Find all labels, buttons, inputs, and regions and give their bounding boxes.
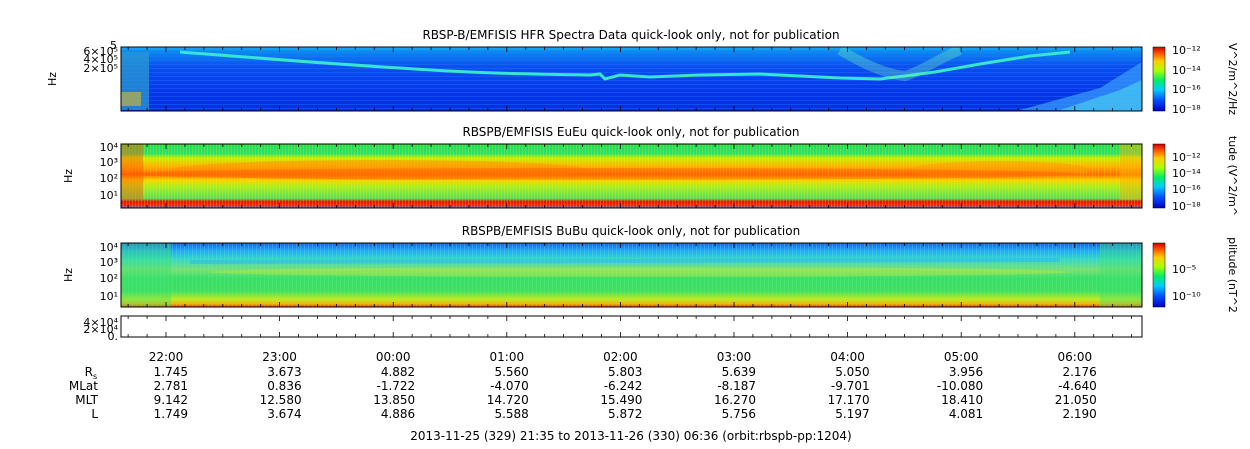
ephemeris-value: 2.176 <box>1062 365 1096 379</box>
ephemeris-value: 5.560 <box>494 365 528 379</box>
ephemeris-value: -9.701 <box>831 379 870 393</box>
ephemeris-value: 13.850 <box>373 393 415 407</box>
ephemeris-value: 4.081 <box>949 407 983 421</box>
colorbar-3-tick: 10⁻⁵ <box>1172 263 1196 276</box>
colorbar-1-tick: 10⁻¹⁸ <box>1172 103 1201 116</box>
ephemeris-value: 5.803 <box>608 365 642 379</box>
colorbar-2-tick: 10⁻¹² <box>1172 151 1201 164</box>
panel-4-ytick: 4×10⁴ <box>83 316 118 329</box>
ephemeris-value: 17.170 <box>828 393 870 407</box>
ephemeris-value: 2.781 <box>154 379 188 393</box>
colorbar-1-tick: 10⁻¹² <box>1172 44 1201 57</box>
ephemeris-value: 4.886 <box>381 407 415 421</box>
time-tick-label: 03:00 <box>717 350 752 364</box>
panel-1-ytick: 4×10⁵ <box>83 53 118 66</box>
ephemeris-value: 16.270 <box>714 393 756 407</box>
ephemeris-row-label: L <box>91 407 98 421</box>
panel-2-ytick: 10⁴ <box>100 141 119 154</box>
colorbar-2-label: tude (V^2/m^ <box>1226 136 1239 216</box>
ephemeris-row-label: R <box>85 365 93 379</box>
ephemeris-value: 15.490 <box>600 393 642 407</box>
time-tick-label: 23:00 <box>262 350 297 364</box>
colorbar-3-label: plitude (nT^2 <box>1226 237 1239 313</box>
ephemeris-value: 3.673 <box>267 365 301 379</box>
ephemeris-value: 1.745 <box>154 365 188 379</box>
ephemeris-row-label: MLat <box>69 379 98 393</box>
panel-3-ytick: 10³ <box>100 256 118 269</box>
ephemeris-value: 9.142 <box>154 393 188 407</box>
caption: 2013-11-25 (329) 21:35 to 2013-11-26 (33… <box>410 429 851 443</box>
time-tick-label: 02:00 <box>603 350 638 364</box>
colorbar-3: 10⁻⁵ 10⁻¹⁰ plitude (nT^2 <box>1152 237 1239 313</box>
ephemeris-value: 12.580 <box>260 393 302 407</box>
colorbar-1: 10⁻¹² 10⁻¹⁴ 10⁻¹⁶ 10⁻¹⁸ V^2/m^2/Hz <box>1152 43 1239 116</box>
panel-1-ytick: 6×10⁵ <box>83 45 118 58</box>
colorbar-1-tick: 10⁻¹⁴ <box>1172 64 1201 77</box>
panel-1-hfr <box>120 45 1143 112</box>
ephemeris-row-label-subscript: s <box>93 372 97 381</box>
panel-4-plot <box>120 315 1143 338</box>
ephemeris-value: -1.722 <box>377 379 416 393</box>
time-tick-label: 04:00 <box>830 350 865 364</box>
colorbar-1-label: V^2/m^2/Hz <box>1226 43 1239 115</box>
ephemeris-value: 5.872 <box>608 407 642 421</box>
time-axis: 22:00 23:00 00:00 01:00 02:00 03:00 04:00 05:00… <box>69 350 1097 421</box>
panel-4-ytick: 2×10⁴ <box>83 323 118 336</box>
panel-3-ytick: 10² <box>100 272 118 285</box>
panel-1-ylabel: Hz <box>46 72 59 86</box>
ephemeris-value: -4.070 <box>490 379 529 393</box>
panel-2-ytick: 10¹ <box>100 189 118 202</box>
ephemeris-value: 3.674 <box>267 407 301 421</box>
time-tick-label: 01:00 <box>490 350 525 364</box>
ephemeris-value: 21.050 <box>1055 393 1097 407</box>
ephemeris-value: 14.720 <box>487 393 529 407</box>
panel-2-ytick: 10² <box>100 172 118 185</box>
panel-3-ylabel: Hz <box>62 268 75 282</box>
ephemeris-value: 5.050 <box>835 365 869 379</box>
ephemeris-value: 18.410 <box>941 393 983 407</box>
colorbar-2: 10⁻¹² 10⁻¹⁴ 10⁻¹⁶ 10⁻¹⁸ tude (V^2/m^ <box>1152 136 1239 216</box>
panel-3-title: RBSPB/EMFISIS BuBu quick-look only, not … <box>462 224 800 238</box>
panel-1-plasma-line <box>179 50 1071 81</box>
ephemeris-value: 4.882 <box>381 365 415 379</box>
ephemeris-value: 5.756 <box>722 407 756 421</box>
ephemeris-value: -4.640 <box>1058 379 1097 393</box>
colorbar-2-tick: 10⁻¹⁶ <box>1172 183 1201 196</box>
ephemeris-value: 5.588 <box>494 407 528 421</box>
ephemeris-value: -10.080 <box>937 379 983 393</box>
time-tick-label: 05:00 <box>944 350 979 364</box>
ephemeris-value: -8.187 <box>717 379 756 393</box>
ephemeris-value: 0.836 <box>267 379 301 393</box>
ephemeris-value: 2.190 <box>1062 407 1096 421</box>
panel-2-ylabel: Hz <box>62 169 75 183</box>
panel-1-title: RBSP-B/EMFISIS HFR Spectra Data quick-lo… <box>422 28 839 42</box>
ephemeris-row-label: MLT <box>75 393 98 407</box>
ephemeris-value: 5.639 <box>722 365 756 379</box>
panel-2-ytick: 10³ <box>100 156 118 169</box>
time-tick-label: 00:00 <box>376 350 411 364</box>
time-tick-label: 22:00 <box>149 350 184 364</box>
colorbar-2-tick: 10⁻¹⁴ <box>1172 167 1201 180</box>
colorbar-1-tick: 10⁻¹⁶ <box>1172 83 1201 96</box>
ephemeris-value: 1.749 <box>154 407 188 421</box>
time-axis-ticks <box>127 47 1132 337</box>
panel-1-ytick: 2×10⁵ <box>83 62 118 75</box>
panel-2-title: RBSPB/EMFISIS EuEu quick-look only, not … <box>462 125 799 139</box>
panel-4-ytick: 0. <box>108 330 119 343</box>
colorbar-2-tick: 10⁻¹⁸ <box>1172 200 1201 213</box>
ephemeris-value: 3.956 <box>949 365 983 379</box>
time-tick-label: 06:00 <box>1058 350 1093 364</box>
ephemeris-value: 5.197 <box>835 407 869 421</box>
panel-3-ytick: 10¹ <box>100 290 118 303</box>
panel-3-bubu <box>120 242 1143 308</box>
colorbar-3-tick: 10⁻¹⁰ <box>1172 290 1201 303</box>
panel-2-eueu <box>120 143 1143 209</box>
panel-1-ytick-top: 5 <box>110 39 117 52</box>
ephemeris-value: -6.242 <box>604 379 643 393</box>
panel-3-ytick: 10⁴ <box>100 241 119 254</box>
